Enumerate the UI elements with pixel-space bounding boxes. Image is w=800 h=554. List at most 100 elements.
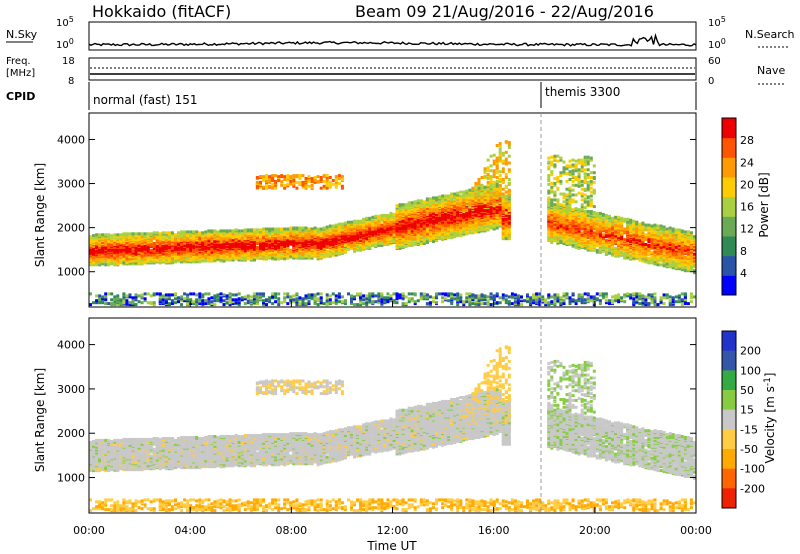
- power-cell: [122, 243, 126, 246]
- power-cell: [95, 261, 99, 265]
- power-cell: [252, 300, 256, 304]
- power-cell: [231, 238, 235, 242]
- power-cell: [143, 246, 147, 250]
- power-cell: [422, 292, 426, 296]
- power-cell: [164, 300, 168, 304]
- power-cell: [137, 241, 141, 244]
- power-cell: [252, 231, 256, 235]
- power-cell: [255, 176, 259, 179]
- power-cell: [441, 238, 445, 242]
- power-cell: [240, 255, 244, 259]
- power-cell: [322, 246, 326, 250]
- power-cell: [450, 200, 454, 204]
- power-cell: [368, 230, 372, 234]
- power-cell: [183, 292, 187, 296]
- power-cell: [104, 260, 108, 264]
- power-cell: [432, 204, 435, 208]
- power-cell: [240, 236, 244, 240]
- power-cell: [310, 227, 314, 231]
- power-cell: [474, 181, 478, 185]
- power-cell: [98, 263, 102, 267]
- power-cell: [231, 298, 235, 302]
- power-cell: [295, 292, 299, 296]
- power-cell: [438, 292, 441, 296]
- power-cell: [435, 233, 438, 237]
- power-cell: [195, 293, 199, 297]
- power-cell: [274, 300, 278, 304]
- power-cell: [489, 205, 493, 209]
- power-cell: [428, 204, 432, 208]
- power-cell: [468, 298, 472, 302]
- power-cell: [222, 237, 226, 241]
- power-cell: [325, 186, 329, 190]
- power-cell: [128, 241, 132, 244]
- power-cell: [234, 248, 238, 252]
- power-cell: [350, 236, 353, 240]
- power-cell: [425, 241, 429, 244]
- power-cell: [92, 263, 95, 267]
- power-cell: [140, 245, 144, 249]
- power-cell: [137, 246, 141, 250]
- power-cell: [371, 238, 375, 242]
- power-cell: [404, 233, 408, 237]
- power-cell: [337, 177, 341, 180]
- power-cell: [174, 233, 177, 237]
- power-cell: [313, 230, 317, 234]
- power-cell: [252, 247, 256, 251]
- power-cell: [340, 175, 344, 179]
- power-cell: [401, 211, 405, 215]
- power-cell: [131, 259, 135, 263]
- power-cell: [422, 295, 426, 299]
- power-cell: [486, 226, 490, 230]
- power-cell: [237, 292, 241, 296]
- power-cell: [289, 299, 293, 303]
- power-cell: [134, 247, 138, 251]
- power-cell: [365, 294, 369, 298]
- power-cell: [301, 174, 305, 178]
- power-cell: [280, 179, 284, 183]
- power-cell: [204, 230, 208, 234]
- power-cell: [380, 297, 384, 301]
- power-cell: [428, 209, 432, 212]
- power-cell: [210, 250, 214, 254]
- power-cell: [459, 190, 463, 194]
- power-cell: [389, 297, 393, 301]
- power-cell: [128, 301, 132, 305]
- power-cell: [213, 236, 217, 240]
- power-cell: [295, 243, 299, 247]
- power-cell: [319, 296, 323, 300]
- power-cell: [438, 237, 441, 241]
- power-cell: [104, 292, 108, 296]
- power-cell: [428, 200, 432, 204]
- power-cell: [483, 169, 487, 173]
- cpid-mode-themis: themis 3300: [545, 85, 620, 99]
- power-cell: [313, 250, 317, 254]
- power-cell: [271, 239, 275, 243]
- power-cell: [413, 242, 417, 245]
- power-cell: [125, 244, 129, 248]
- power-cell: [377, 301, 381, 305]
- power-cell: [213, 303, 217, 307]
- power-cell: [268, 184, 272, 188]
- power-cell: [319, 292, 323, 296]
- power-cell: [125, 238, 129, 242]
- power-cell: [98, 297, 102, 301]
- power-cell: [356, 292, 360, 296]
- power-cell: [325, 176, 329, 179]
- power-cell: [277, 297, 281, 301]
- power-cell: [456, 215, 460, 219]
- power-cell: [304, 186, 308, 190]
- power-cell: [334, 175, 338, 179]
- power-cell: [450, 192, 454, 196]
- power-cell: [92, 301, 95, 305]
- power-cell: [110, 234, 114, 238]
- power-cell: [280, 251, 284, 255]
- power-cell: [262, 301, 265, 305]
- power-cell: [259, 297, 262, 301]
- power-cell: [334, 223, 338, 227]
- power-cell: [501, 195, 505, 199]
- power-cell: [495, 184, 499, 188]
- power-cell: [486, 303, 490, 307]
- power-cell: [389, 230, 393, 234]
- power-cell: [383, 296, 387, 300]
